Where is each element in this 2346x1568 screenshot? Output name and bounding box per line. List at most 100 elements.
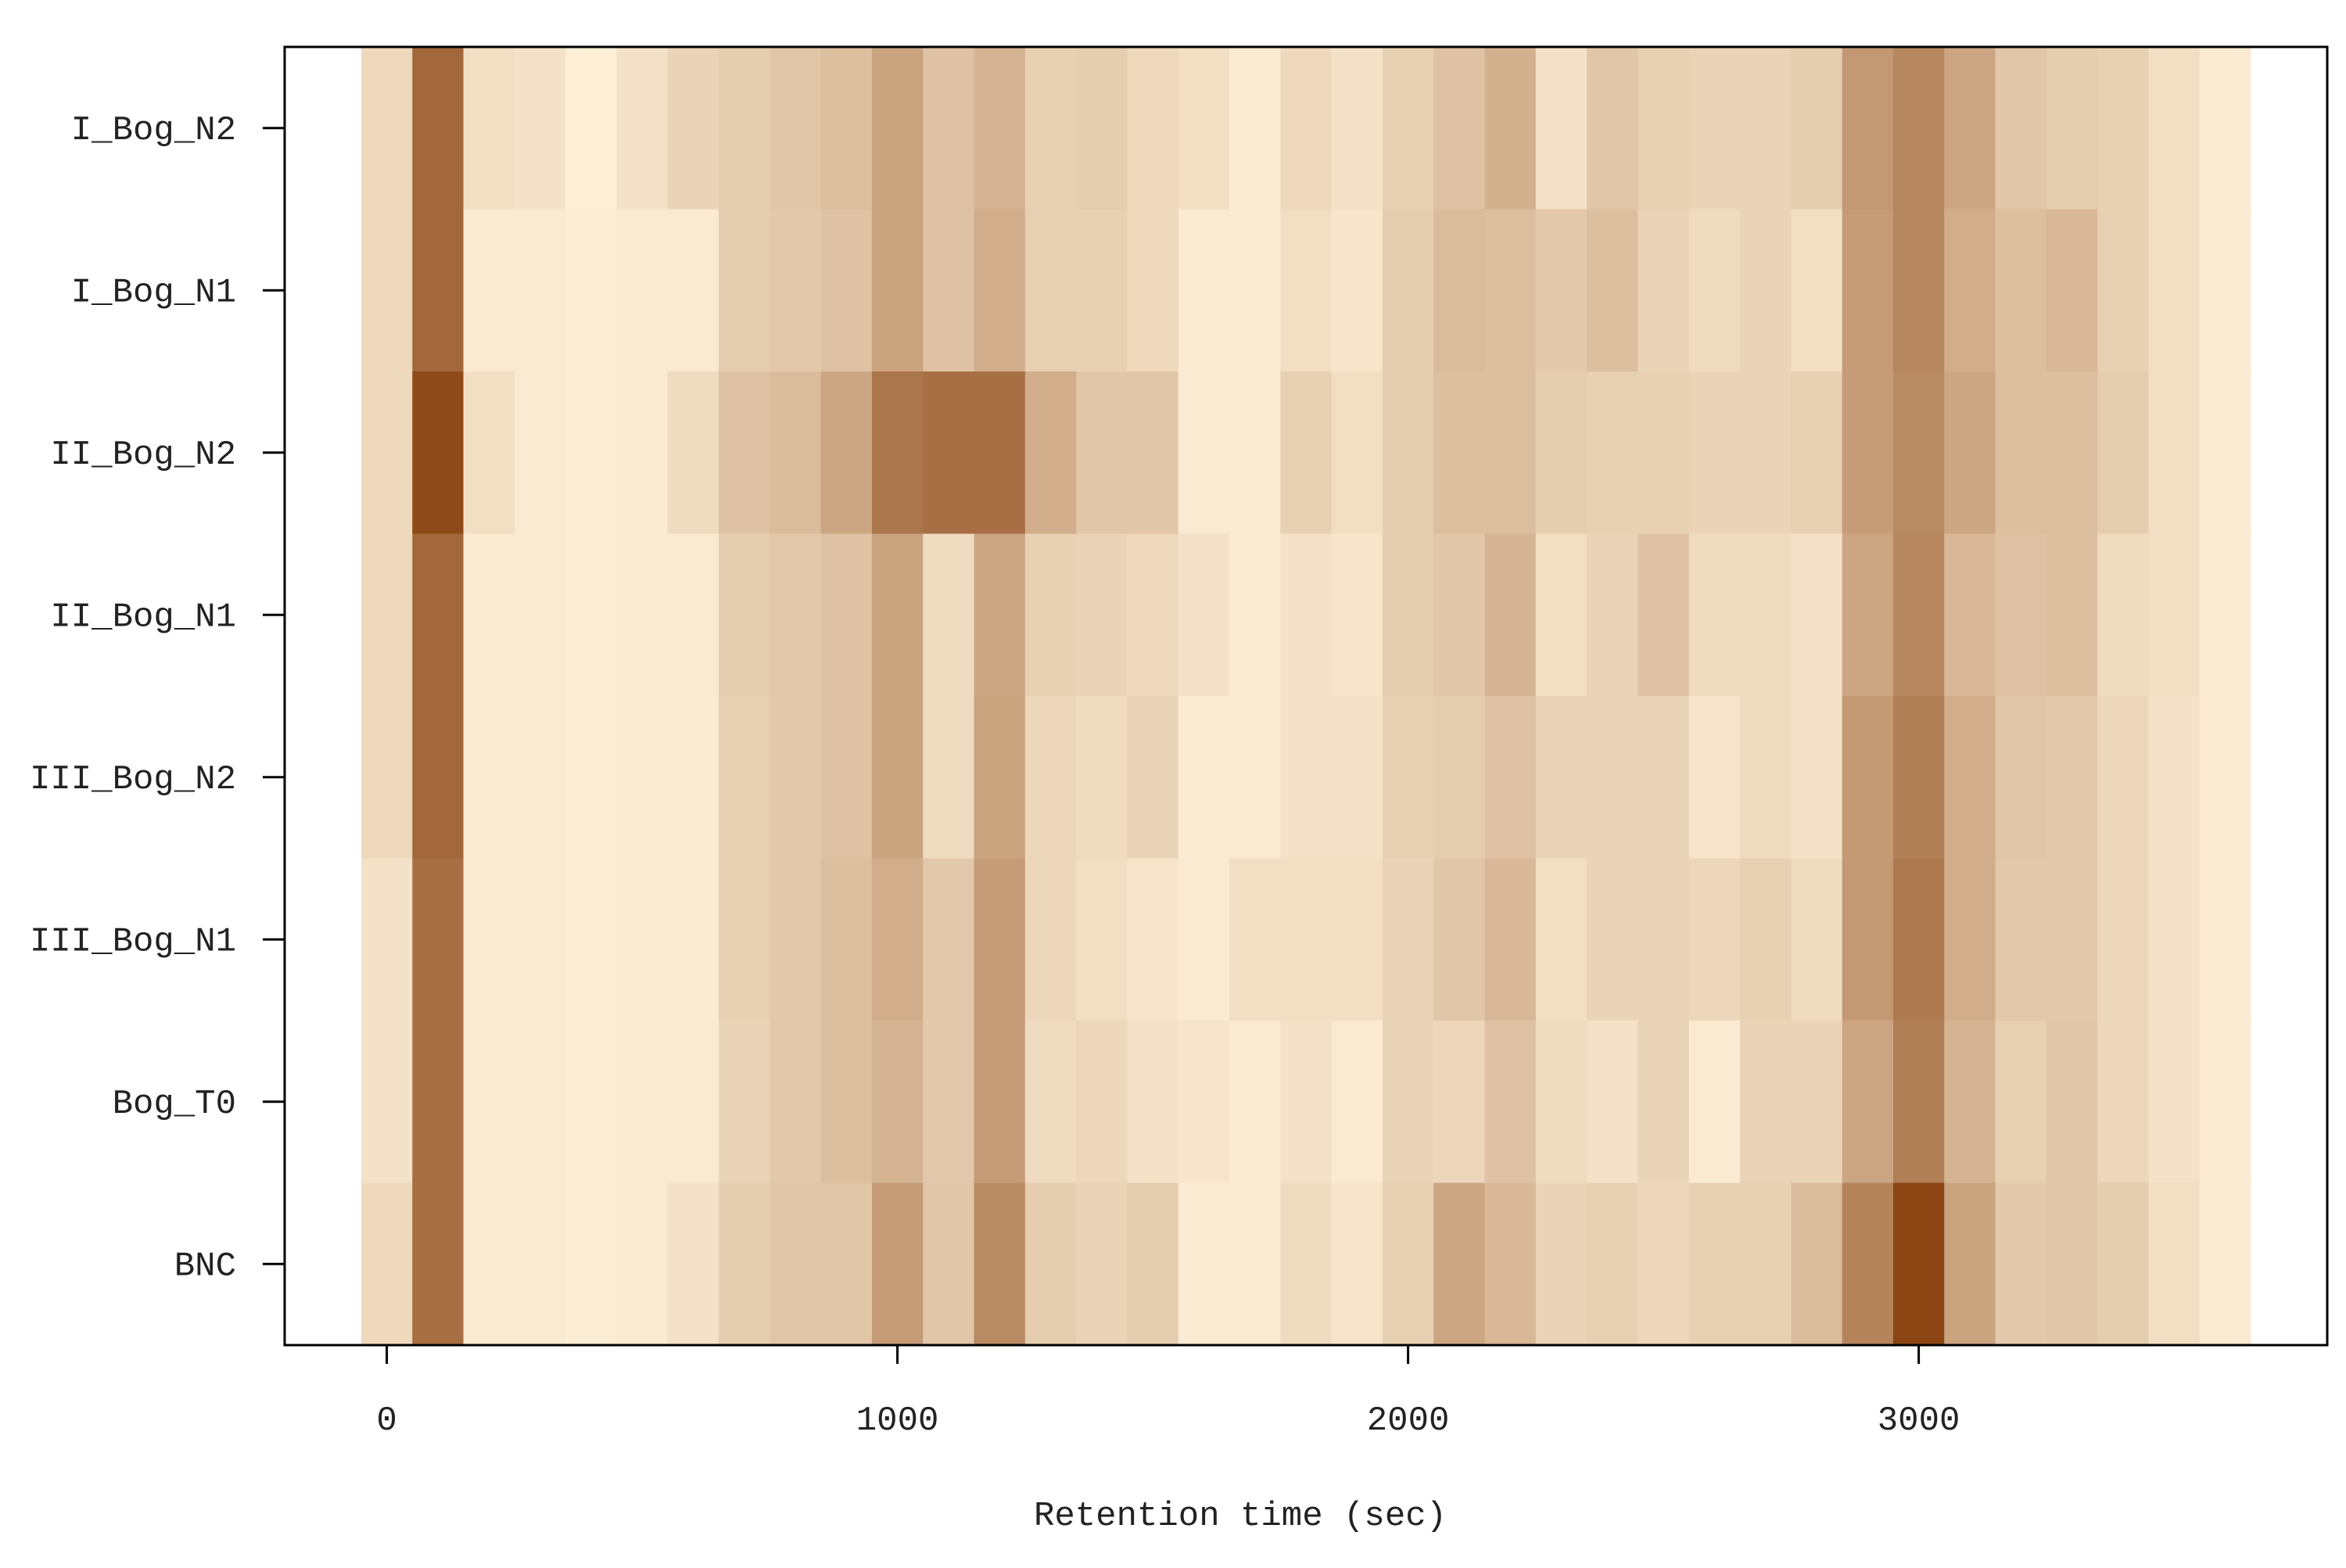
heatmap-cell [1024,696,1077,859]
heatmap-cell [1587,533,1639,697]
heatmap-cell [1484,696,1537,859]
heatmap-cell [1587,696,1639,859]
heatmap-cell [1688,1182,1741,1346]
heatmap-cell [1076,1021,1128,1184]
heatmap-cell [2199,858,2251,1021]
heatmap-cell [1178,1021,1230,1184]
heatmap-cell [2046,533,2098,697]
heatmap-cell [769,209,822,372]
heatmap-cell [820,371,873,535]
heatmap-cell [2046,1021,2098,1184]
heatmap-cell [1995,1021,2047,1184]
heatmap-cell [1587,1182,1639,1346]
heatmap-cell [2046,858,2098,1021]
heatmap-cell [2097,1021,2150,1184]
heatmap-cell [2097,533,2150,697]
heatmap-cell [2148,533,2201,697]
heatmap-cell [412,1182,465,1346]
heatmap-cell [1944,696,1996,859]
heatmap-cell [1484,1021,1537,1184]
y-tick-label: Bog_T0 [113,1085,236,1124]
heatmap-cell [871,47,924,210]
heatmap-cell [2097,1182,2150,1346]
heatmap-cell [719,47,770,210]
heatmap-cell [923,1021,975,1184]
heatmap-cell [1740,696,1792,859]
heatmap-cell [1484,533,1537,697]
heatmap-cell [463,47,515,210]
heatmap-cell [1892,47,1945,210]
heatmap-cell [871,1182,924,1346]
heatmap-cell [1535,533,1587,697]
heatmap-cell [1024,533,1077,697]
heatmap-cell [769,696,822,859]
heatmap-cell [1280,209,1333,372]
heatmap-cell [1484,209,1537,372]
heatmap-cell [463,1021,515,1184]
heatmap-cell [1688,533,1741,697]
heatmap-cell [1484,858,1537,1021]
heatmap-cell [616,858,669,1021]
heatmap-cell [2097,47,2150,210]
heatmap-cell [1024,209,1077,372]
heatmap-cell [769,858,822,1021]
heatmap-cell [719,209,770,372]
heatmap-cell [463,371,515,535]
heatmap-cell [1024,1021,1077,1184]
heatmap-cell [361,209,413,372]
heatmap-cell [1535,858,1587,1021]
y-tick-label: I_Bog_N1 [71,273,236,312]
heatmap-cell [616,533,669,697]
heatmap-cell [1638,858,1690,1021]
heatmap-cell [1127,1021,1179,1184]
heatmap-cell [1842,696,1894,859]
heatmap-cell [412,47,465,210]
heatmap-cell [1178,47,1230,210]
heatmap-cell [412,696,465,859]
heatmap-cell [2148,1021,2201,1184]
heatmap-cell [1178,1182,1230,1346]
heatmap-cell [463,1182,515,1346]
heatmap-cell [412,371,465,535]
heatmap-cell [1433,1021,1486,1184]
heatmap-cell [1127,371,1179,535]
heatmap-cell [1433,696,1486,859]
heatmap-cell [361,47,413,210]
heatmap-cell [361,533,413,697]
heatmap-cell [412,1021,465,1184]
heatmap-cell [412,209,465,372]
heatmap-cell [1433,858,1486,1021]
heatmap-cell [1382,1182,1434,1346]
heatmap-cell [1331,533,1383,697]
heatmap-cell [871,858,924,1021]
heatmap-cell [1024,1182,1077,1346]
heatmap-cell [565,533,618,697]
heatmap-cell [974,533,1026,697]
heatmap-cell [667,858,719,1021]
heatmap-cell [2199,47,2251,210]
heatmap-cell [1535,371,1587,535]
heatmap-cell [923,47,975,210]
heatmap-cell [1842,1182,1894,1346]
heatmap-cell [1229,371,1281,535]
heatmap-cell [1995,696,2047,859]
heatmap-cell [1280,696,1333,859]
heatmap-cell [1842,858,1894,1021]
heatmap-cell [1127,47,1179,210]
heatmap-cell [1535,209,1587,372]
heatmap-cell [1892,1021,1945,1184]
heatmap-cell [1892,209,1945,372]
x-axis: 0 1000 2000 3000 [376,1345,1960,1441]
heatmap-cell [2046,47,2098,210]
heatmap-cell [1740,371,1792,535]
heatmap-cell [1740,533,1792,697]
heatmap-cell [1178,696,1230,859]
heatmap-cell [1382,47,1434,210]
heatmap-cell [1791,858,1843,1021]
heatmap-cell [1024,858,1077,1021]
heatmap-cell [2199,696,2251,859]
heatmap-cell [1229,533,1281,697]
heatmap-cell [1688,696,1741,859]
heatmap-cell [2199,209,2251,372]
y-tick-label: III_Bog_N1 [30,922,236,961]
